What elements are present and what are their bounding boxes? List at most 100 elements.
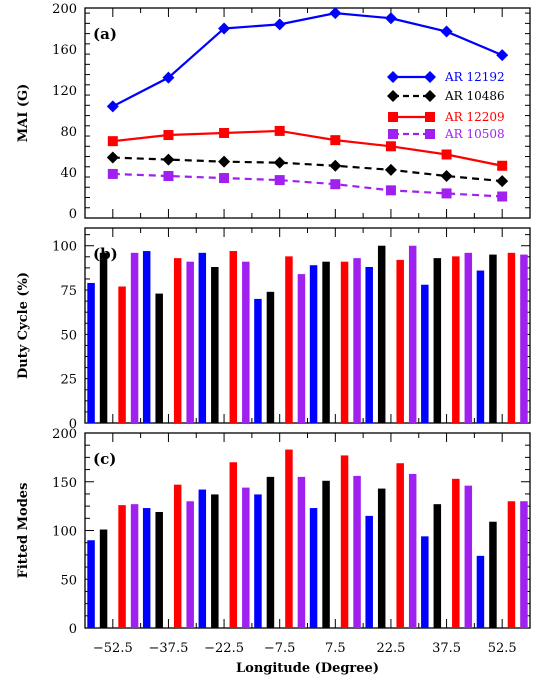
legend-marker [388, 129, 398, 139]
x-tick-label: 52.5 [488, 641, 517, 656]
panel-b-frame [84, 227, 531, 424]
data-point [441, 149, 452, 160]
y-tick-label: 0 [69, 417, 77, 432]
panel-a-ticks: 0 40 80 120 160 200 [52, 2, 531, 222]
legend-marker [387, 71, 399, 83]
bar [242, 261, 250, 423]
bar [211, 267, 219, 423]
x-tick-label: −37.5 [149, 641, 189, 656]
data-point [440, 25, 453, 38]
bar [173, 484, 182, 628]
legend-marker [424, 90, 436, 102]
bar [322, 261, 330, 423]
y-tick-label: 200 [52, 2, 77, 17]
data-point [107, 168, 118, 179]
bar [266, 476, 275, 628]
panel-c-xticklabels: −52.5 −37.5 −22.5 −7.5 7.5 22.5 37.5 52.5 [93, 641, 517, 656]
panel-c-frame [84, 432, 531, 629]
panel-a-ylabel: MAI (G) [16, 84, 31, 143]
data-point [163, 130, 174, 141]
y-tick-label: 75 [60, 284, 77, 299]
bar [285, 449, 293, 628]
bar [118, 505, 126, 628]
bar [87, 282, 95, 423]
data-point [440, 170, 453, 182]
bar [87, 540, 95, 628]
bar [130, 504, 139, 628]
data-point [384, 12, 397, 25]
x-tick-label: −7.5 [264, 641, 296, 656]
data-point [497, 160, 508, 171]
data-point [441, 188, 452, 199]
data-point [218, 22, 231, 35]
legend-label: AR 10486 [444, 89, 505, 103]
bar [198, 489, 207, 628]
x-tick-label: −52.5 [93, 641, 133, 656]
panel-c-ylabel: Fitted Modes [16, 483, 31, 579]
bar [340, 261, 349, 423]
data-point [384, 163, 397, 176]
bar [365, 515, 373, 628]
bar [322, 480, 330, 628]
bar [396, 259, 404, 423]
bar [254, 298, 262, 423]
panel-a-plot [106, 7, 509, 202]
bar [142, 508, 151, 628]
series-line [112, 172, 503, 198]
bar [421, 536, 429, 628]
legend-marker [388, 112, 398, 122]
x-tick-label: −22.5 [204, 641, 244, 656]
bar [507, 252, 516, 423]
bar [452, 256, 460, 423]
legend-marker [424, 71, 436, 83]
bar [297, 274, 306, 423]
bar [309, 508, 318, 628]
bar [99, 252, 108, 423]
data-point [274, 125, 285, 136]
bar [186, 501, 194, 628]
bar [476, 270, 485, 423]
bar [377, 488, 386, 628]
bar [173, 258, 182, 423]
bar [476, 555, 485, 628]
data-point [106, 151, 119, 164]
legend-marker [425, 112, 435, 122]
panel-a-label: (a) [93, 25, 117, 43]
bar [377, 245, 386, 423]
bar [408, 473, 417, 628]
bar [353, 475, 361, 628]
panel-a-legend: AR 12192 AR 10486 AR 12209 AR 10508 [387, 70, 505, 141]
bar [489, 521, 497, 628]
legend-marker [425, 129, 435, 139]
bar [520, 254, 528, 423]
y-tick-label: 150 [52, 476, 77, 491]
data-point [219, 127, 230, 138]
series-line [112, 156, 503, 183]
data-point [218, 155, 231, 168]
data-point [107, 136, 118, 147]
bar [464, 252, 473, 423]
data-point [329, 159, 342, 172]
panel-c-ticks: 0 50 100 150 200 [52, 427, 531, 637]
data-point [273, 156, 286, 169]
bar [489, 254, 497, 423]
data-point [162, 153, 175, 166]
bar [396, 463, 404, 628]
panel-b-ylabel: Duty Cycle (%) [16, 272, 31, 379]
y-tick-label: 80 [60, 125, 77, 140]
data-point [496, 175, 509, 188]
data-point [497, 191, 508, 202]
x-tick-label: 22.5 [376, 641, 405, 656]
data-point [496, 49, 509, 62]
data-point [106, 100, 119, 113]
y-tick-label: 160 [52, 43, 77, 58]
series-line [112, 12, 503, 108]
bar [229, 251, 238, 423]
panel-c: (c) Fitted Modes 0 50 100 150 200 −52.5 −37.5… [16, 427, 531, 676]
bar [266, 291, 275, 423]
y-tick-label: 100 [52, 525, 77, 540]
data-point [273, 18, 286, 31]
data-point [163, 171, 174, 181]
panel-a: (a) MAI (G) 0 40 80 120 160 200 AR 12192 AR 10… [16, 2, 531, 222]
